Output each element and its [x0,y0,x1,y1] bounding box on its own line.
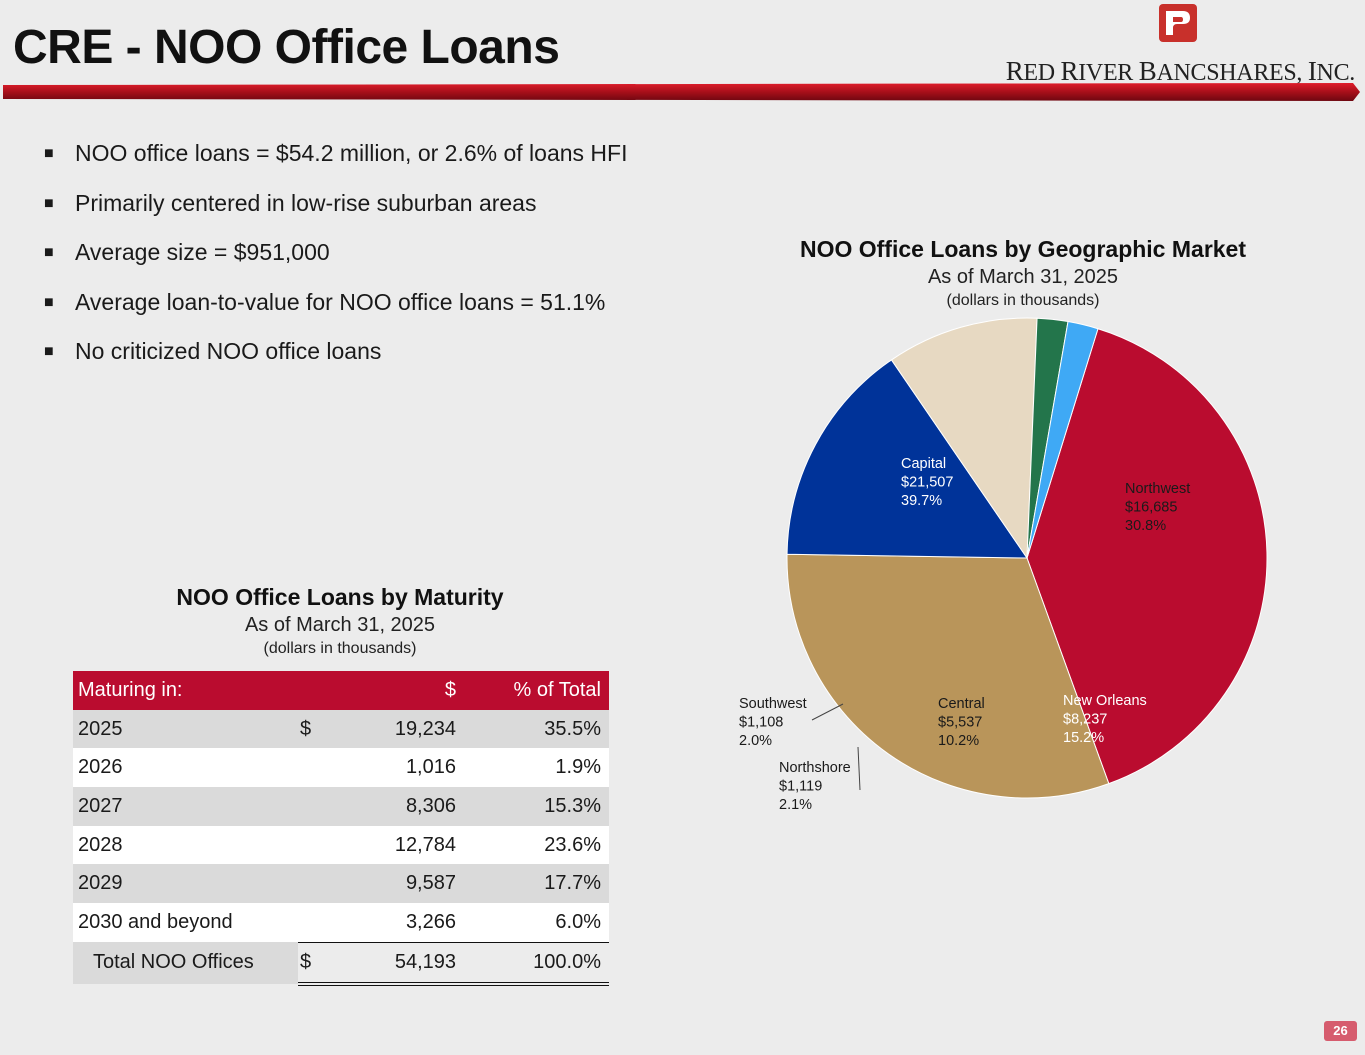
currency-sign [298,787,322,826]
square-bullet-icon: ■ [44,244,54,262]
total-percent: 100.0% [459,941,609,986]
pie-chart-title: NOO Office Loans by Geographic Market [799,236,1247,262]
column-header: Maturing in: [73,671,298,710]
pie-label-central: Central $5,537 10.2% [938,696,985,749]
bullet-item: ■ No criticized NOO office loans [44,338,382,365]
percent-cell: 15.3% [459,787,609,826]
pie-slice-northwest [786,553,1110,799]
header-rule [3,83,1360,101]
amount-cell: 3,266 [322,903,459,943]
column-header-spacer [298,671,322,710]
pie-slice-central [890,317,1038,560]
currency-sign [298,748,322,788]
table-row: 2029 9,587 17.7% [73,864,609,904]
currency-sign [298,903,322,943]
pie-label-new-orleans: New Orleans $8,237 15.2% [1063,693,1147,746]
maturity-year: 2030 and beyond [73,903,298,943]
currency-sign: $ [298,941,322,986]
table-row: 2030 and beyond 3,266 6.0% [73,903,609,943]
company-name: RED RIVER BANCSHARES, INC. [1005,56,1356,86]
pie-chart-units: (dollars in thousands) [946,292,1100,309]
bullet-item: ■ Primarily centered in low-rise suburban… [44,189,537,216]
amount-cell: 1,016 [322,748,459,788]
currency-sign [298,864,322,904]
pie-label-northwest: Northwest $16,685 30.8% [1125,481,1190,534]
red-river-logo-icon [1159,4,1197,42]
maturity-year: 2029 [73,864,298,904]
leader-line-northshore [857,746,861,791]
percent-cell: 1.9% [459,748,609,788]
currency-sign [298,825,322,865]
amount-cell: 12,784 [322,825,459,865]
percent-cell: 17.7% [459,864,609,904]
percent-cell: 35.5% [459,709,609,749]
company-logo: RED RIVER BANCSHARES, INC. [1006,4,1355,86]
percent-cell: 6.0% [459,903,609,943]
bullet-list: ■ NOO office loans = $54.2 million, or 2.… [44,140,627,388]
table-row: 2025 $19,234 35.5% [73,709,609,749]
pie-chart-header: NOO Office Loans by Geographic Market As… [773,236,1273,310]
pie-slice-new-orleans [786,359,1028,559]
table-header-row: Maturing in: $ % of Total [73,671,609,710]
currency-sign: $ [298,709,322,749]
geographic-market-pie-chart: Capital $21,507 39.7% Northwest $16,685 30.8%… [739,317,1268,813]
percent-cell: 23.6% [459,825,609,865]
column-header: % of Total [459,671,609,710]
square-bullet-icon: ■ [44,293,54,311]
maturity-year: 2027 [73,787,298,826]
column-header: $ [322,671,459,710]
square-bullet-icon: ■ [44,194,54,212]
table-title: NOO Office Loans by Maturity [176,584,504,610]
table-total-row: Total NOO Offices $54,193 100.0% [73,941,609,986]
bullet-item: ■ Average loan-to-value for NOO office lo… [44,288,606,315]
amount-cell: 8,306 [322,787,459,826]
table-units: (dollars in thousands) [263,640,417,657]
pie-chart-subtitle: As of March 31, 2025 [927,266,1119,288]
page-title: CRE - NOO Office Loans [13,21,560,74]
square-bullet-icon: ■ [44,145,54,162]
maturity-table: Maturing in: $ % of Total 2025 $19,234 35.… [73,671,609,986]
table-row: 2027 8,306 15.3% [73,787,609,826]
maturity-year: 2025 [73,709,298,749]
table-row: 2028 12,784 23.6% [73,825,609,865]
pie-label-capital: Capital $21,507 39.7% [901,456,953,509]
leader-line-southwest [811,703,844,721]
pie-label-northshore: Northshore $1,119 2.1% [779,760,851,813]
table-row: 2026 1,016 1.9% [73,748,609,788]
amount-cell: 19,234 [322,709,459,749]
page-number: 26 [1324,1021,1357,1041]
amount-cell: 9,587 [322,864,459,904]
pie-slice-capital [1026,328,1268,785]
pie-slice-southwest [1026,320,1099,559]
square-bullet-icon: ■ [44,343,54,361]
table-subtitle: As of March 31, 2025 [244,614,436,636]
table-header: NOO Office Loans by Maturity As of March… [90,584,590,658]
maturity-year: 2028 [73,825,298,865]
total-amount: 54,193 [322,941,459,986]
maturity-year: 2026 [73,748,298,788]
bullet-item: ■ NOO office loans = $54.2 million, or 2.… [44,140,628,166]
bullet-item: ■ Average size = $951,000 [44,239,330,266]
total-label: Total NOO Offices [73,942,298,984]
pie-label-southwest: Southwest $1,108 2.0% [739,696,807,749]
